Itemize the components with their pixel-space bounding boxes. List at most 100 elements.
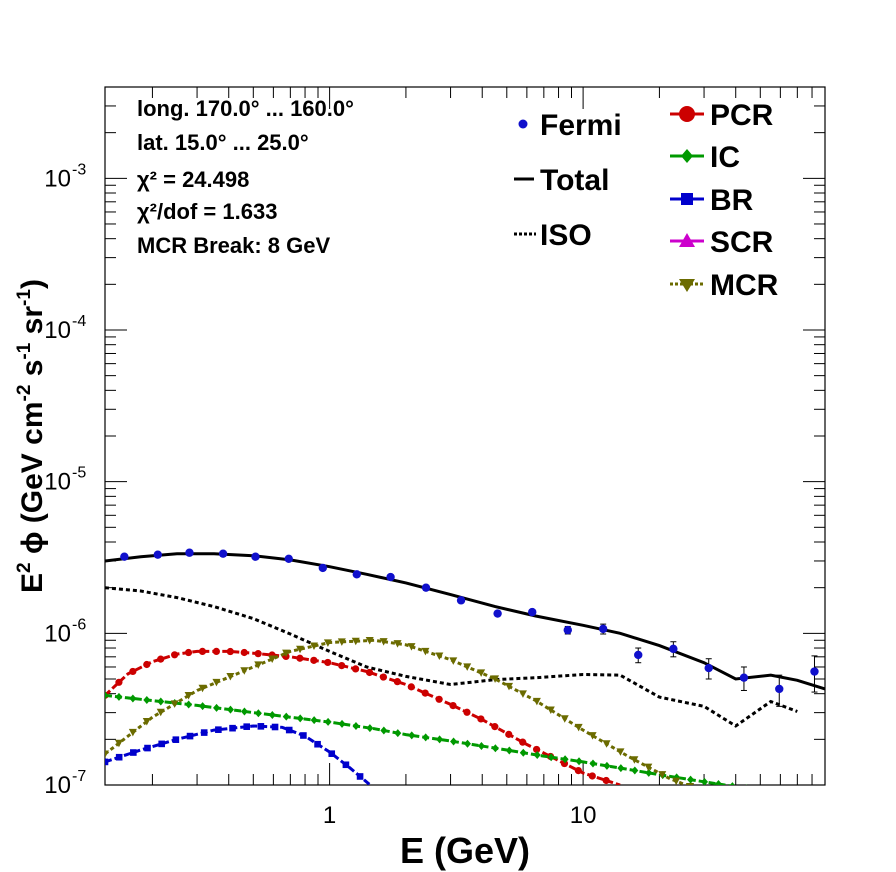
fermi-point (669, 644, 678, 654)
mcr-marker (184, 692, 193, 700)
mcr-marker (532, 697, 541, 706)
ic-marker (519, 748, 527, 757)
br-marker (158, 740, 165, 748)
y-axis-title-e: E (16, 573, 49, 593)
pcr-marker (588, 772, 596, 780)
pcr-marker (365, 668, 374, 677)
fermi-point (421, 583, 431, 592)
ic-marker (757, 786, 764, 794)
pcr-marker (254, 650, 262, 658)
ic-marker (729, 782, 735, 785)
ic-marker (115, 692, 123, 701)
mcr-marker (128, 728, 137, 737)
legend-right: PCR IC BR SCR MCR (670, 99, 779, 302)
y-tick-label-exp: -3 (72, 161, 86, 178)
info-chi2-dof: χ²/dof = 1.633 (137, 199, 277, 224)
ic-marker (617, 764, 625, 773)
mcr-marker (351, 637, 360, 646)
fermi-point (563, 625, 572, 635)
ic-marker (450, 737, 458, 746)
pcr-marker (435, 695, 443, 703)
ic-marker (296, 714, 304, 723)
series-layer (105, 552, 825, 794)
x-tick-label: 10 (570, 802, 597, 829)
mcr-marker (574, 723, 583, 732)
legend-iso-label: ISO (540, 219, 592, 252)
pcr-marker (310, 656, 318, 664)
legend-pcr-label: PCR (710, 99, 774, 132)
pcr-marker (184, 648, 193, 657)
fermi-point (218, 549, 228, 558)
ic-marker (366, 724, 374, 733)
ic-marker (129, 694, 137, 703)
y-axis-title-phi: ϕ (GeV cm (16, 401, 49, 562)
pcr-marker (115, 678, 123, 686)
y-tick-label: 10 (44, 772, 71, 799)
mcr-marker (156, 708, 165, 717)
legend-mcr-marker (679, 279, 695, 292)
y-axis-title-close: ) (16, 279, 49, 289)
ic-marker (603, 761, 611, 770)
fermi-point (185, 548, 194, 557)
ic-marker (533, 751, 541, 760)
legend-fermi-marker (518, 119, 528, 129)
br-marker (371, 785, 378, 792)
br-marker (300, 732, 307, 739)
y-tick-label: 10 (44, 317, 71, 344)
ic-marker (268, 710, 276, 719)
pcr-marker (129, 667, 137, 676)
mcr-marker (393, 640, 402, 648)
mcr-marker (588, 732, 597, 740)
fermi-point (528, 607, 537, 617)
legend-ic-marker (681, 149, 693, 163)
mcr-marker (365, 636, 374, 645)
ic-marker (631, 766, 639, 775)
mcr-marker (407, 643, 416, 651)
pcr-marker (352, 665, 360, 673)
y-axis-title-cm-exp: -2 (14, 385, 35, 402)
mcr-marker (309, 642, 318, 651)
y-tick-label-exp: -5 (72, 465, 86, 482)
pcr-marker (463, 708, 471, 716)
mcr-marker (463, 663, 472, 671)
mcr-marker (546, 706, 555, 715)
pcr-marker (505, 730, 513, 738)
pcr-marker (393, 678, 401, 686)
fermi-point (634, 650, 643, 660)
ic-marker (408, 731, 416, 740)
fermi-point (456, 596, 466, 605)
y-tick-label-exp: -7 (72, 768, 86, 785)
fermi-point (284, 554, 293, 564)
mcr-marker (630, 756, 639, 764)
br-marker (342, 761, 350, 769)
ic-marker (324, 717, 332, 726)
mcr-marker (337, 638, 346, 646)
x-axis-title: E (GeV) (400, 830, 530, 871)
mcr-marker (644, 763, 653, 772)
ic-marker (352, 721, 360, 730)
legend-pcr-marker (679, 106, 695, 122)
ic-marker (338, 719, 346, 728)
pcr-marker (477, 715, 485, 723)
y-axis-title-s: s (16, 360, 49, 385)
pcr-marker (449, 701, 457, 710)
mcr-marker (240, 667, 249, 675)
pcr-marker (491, 723, 499, 731)
mcr-marker (505, 682, 514, 691)
fermi-point (704, 663, 713, 673)
pcr-marker (338, 661, 346, 670)
mcr-marker (518, 690, 527, 698)
ic-marker (745, 784, 747, 785)
br-marker (314, 740, 321, 748)
pcr-marker (574, 766, 582, 775)
y-tick-label-exp: -4 (72, 313, 86, 330)
br-marker (144, 744, 151, 752)
mcr-line (105, 638, 691, 785)
legend-fermi-label: Fermi (540, 109, 622, 142)
fit-info: long. 170.0° ... 160.0° lat. 15.0° ... 2… (137, 96, 354, 258)
fermi-point (120, 552, 129, 561)
mcr-marker (477, 669, 486, 677)
br-marker (172, 736, 180, 743)
